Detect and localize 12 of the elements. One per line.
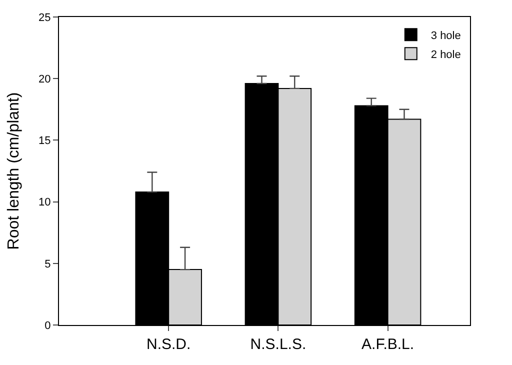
y-axis-title: Root length (cm/plant)	[5, 92, 22, 250]
x-tick-label: A.F.B.L.	[362, 336, 414, 353]
y-tick-label: 5	[44, 258, 51, 270]
legend-label: 2 hole	[430, 48, 461, 61]
y-tick-label: 25	[38, 12, 51, 24]
y-tick-label: 15	[38, 135, 51, 148]
x-tick-label: N.S.L.S.	[250, 336, 306, 353]
x-tick-label: N.S.D.	[146, 336, 191, 353]
y-tick-label: 10	[38, 196, 51, 209]
legend-label: 3 hole	[430, 30, 461, 42]
y-tick-label: 0	[44, 320, 51, 332]
y-tick-label: 20	[38, 73, 51, 86]
